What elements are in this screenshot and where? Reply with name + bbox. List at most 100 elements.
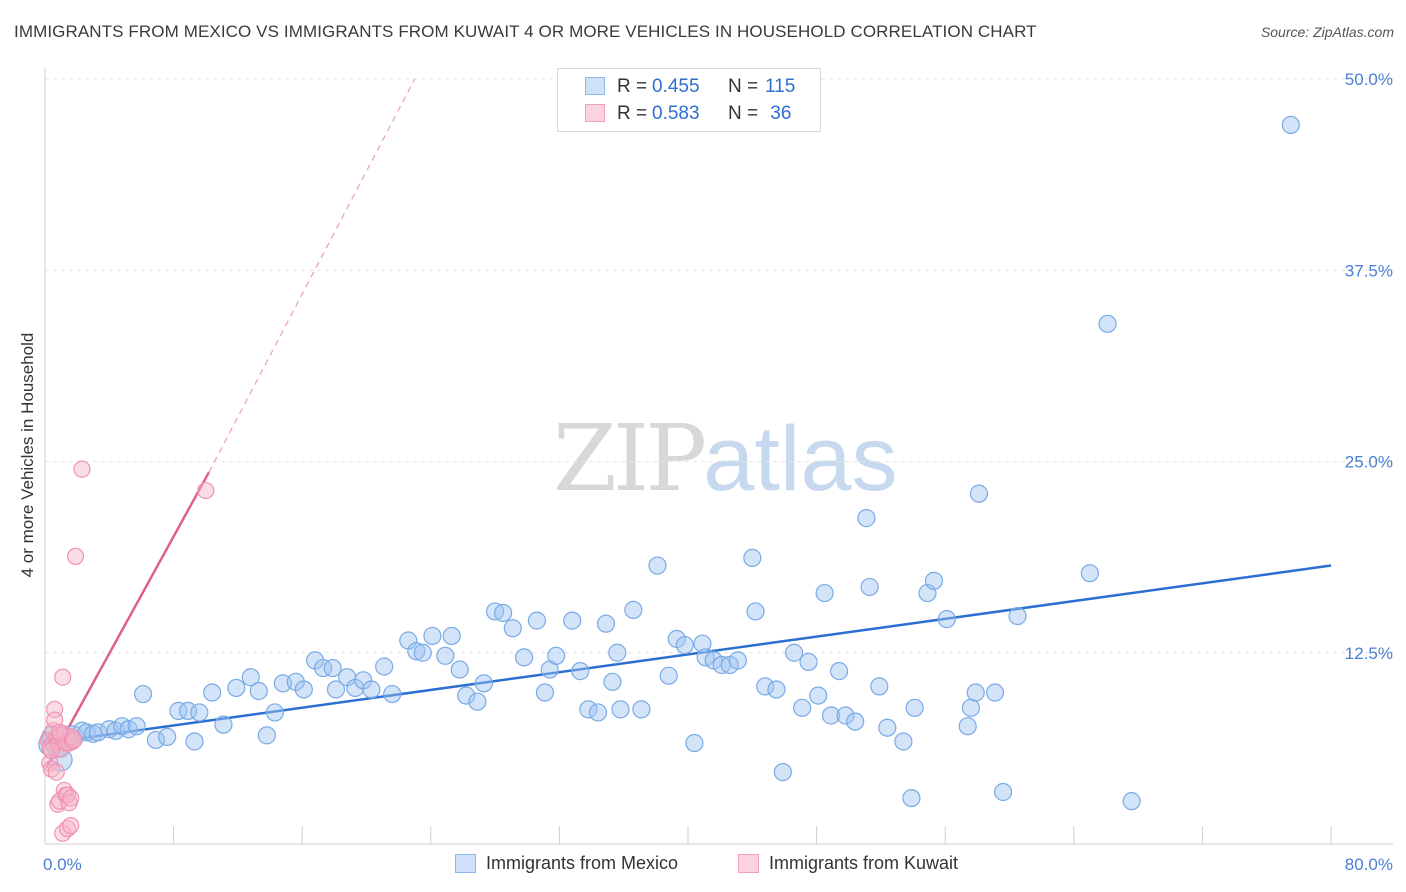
data-point-mexico xyxy=(809,686,828,705)
stats-n-value: 36 xyxy=(765,103,792,124)
data-point-kuwait xyxy=(62,817,80,835)
data-point-mexico xyxy=(799,652,818,672)
data-point-mexico xyxy=(214,715,233,734)
data-point-mexico xyxy=(571,662,590,681)
data-point-mexico xyxy=(632,700,651,719)
data-point-mexico xyxy=(190,703,209,722)
data-point-mexico xyxy=(846,712,865,731)
trend-line-mexico xyxy=(46,564,1332,745)
data-point-kuwait xyxy=(47,763,65,781)
watermark-atlas: atlas xyxy=(703,408,898,510)
stats-r-value: 0.583 xyxy=(652,103,700,124)
data-point-mexico xyxy=(685,733,704,753)
data-point-mexico xyxy=(815,583,834,603)
legend-swatch-kuwait xyxy=(738,854,759,873)
data-point-mexico xyxy=(648,556,667,575)
watermark: ZIPatlas xyxy=(553,405,898,512)
data-point-mexico xyxy=(675,635,694,655)
data-point-mexico xyxy=(773,762,792,782)
stats-row-kuwait: R = 0.583 N = 36 xyxy=(558,101,820,128)
stats-row-mexico: R = 0.455 N = 115 xyxy=(558,74,820,101)
data-point-mexico xyxy=(743,548,762,567)
data-point-mexico xyxy=(203,683,222,702)
data-point-mexico xyxy=(1080,564,1099,583)
data-point-mexico xyxy=(265,703,284,722)
stats-swatch-kuwait xyxy=(585,104,605,122)
data-point-mexico xyxy=(870,677,889,696)
data-point-mexico xyxy=(878,718,897,737)
data-point-mexico xyxy=(185,732,204,751)
data-point-mexico xyxy=(836,706,855,725)
data-point-mexico xyxy=(413,643,432,662)
data-point-kuwait xyxy=(42,760,61,778)
data-point-mexico xyxy=(756,677,775,696)
series-mexico-points xyxy=(38,115,1300,811)
data-point-mexico xyxy=(860,577,879,597)
data-point-mexico xyxy=(457,686,476,705)
data-point-mexico xyxy=(474,674,493,693)
data-point-mexico xyxy=(313,658,333,678)
data-point-mexico xyxy=(514,648,534,667)
source-credit: Source: ZipAtlas.com xyxy=(1260,24,1394,40)
data-point-kuwait xyxy=(54,668,72,686)
data-point-mexico xyxy=(527,611,546,630)
data-point-kuwait xyxy=(65,731,83,749)
data-point-mexico xyxy=(362,680,381,699)
data-point-kuwait xyxy=(66,547,85,565)
data-point-mexico xyxy=(588,703,608,722)
data-point-mexico xyxy=(1281,115,1300,135)
data-point-mexico xyxy=(966,683,985,702)
data-point-mexico xyxy=(894,732,913,751)
watermark-zip: ZIP xyxy=(553,405,707,512)
data-point-mexico xyxy=(937,609,956,629)
stats-n-label: N = xyxy=(728,103,759,124)
data-point-kuwait xyxy=(42,742,61,760)
data-point-mexico xyxy=(88,723,108,742)
data-point-mexico xyxy=(535,683,555,702)
data-point-mexico xyxy=(1008,606,1027,626)
legend-label-mexico: Immigrants from Mexico xyxy=(486,853,679,873)
data-point-mexico xyxy=(961,698,981,717)
data-point-mexico xyxy=(375,657,394,676)
data-point-mexico xyxy=(323,658,342,678)
stats-n-value: 115 xyxy=(765,76,796,97)
legend-label-kuwait: Immigrants from Kuwait xyxy=(769,853,959,873)
data-point-mexico xyxy=(326,680,346,699)
data-point-kuwait xyxy=(50,723,69,741)
data-point-mexico xyxy=(611,700,630,719)
data-point-mexico xyxy=(902,788,921,808)
grid-lines xyxy=(45,78,1393,654)
data-point-mexico xyxy=(821,706,841,725)
trend-line-kuwait xyxy=(45,471,211,769)
data-point-mexico xyxy=(294,680,313,699)
data-point-mexico xyxy=(547,646,566,665)
data-point-kuwait xyxy=(62,789,80,807)
stats-r-label: R = xyxy=(617,76,648,97)
data-point-mexico xyxy=(241,668,260,687)
data-point-kuwait xyxy=(73,460,91,478)
y-tick-label: 25.0% xyxy=(1345,453,1393,472)
data-point-mexico xyxy=(1098,314,1117,333)
data-point-mexico xyxy=(1122,792,1141,811)
trend-lines xyxy=(45,78,1332,769)
data-point-kuwait xyxy=(58,820,77,838)
stats-r-label: R = xyxy=(617,103,648,124)
data-point-mexico xyxy=(227,678,246,698)
y-tick-label: 12.5% xyxy=(1345,644,1393,663)
data-point-mexico xyxy=(905,698,924,717)
data-point-mexico xyxy=(257,726,276,745)
legend-swatch-mexico xyxy=(455,854,476,873)
data-point-mexico xyxy=(442,626,461,646)
stats-r-value: 0.455 xyxy=(652,76,700,97)
data-point-mexico xyxy=(249,681,268,701)
series-kuwait-points xyxy=(39,460,215,842)
data-point-mexico xyxy=(468,692,487,711)
data-point-mexico xyxy=(993,782,1013,802)
stats-box: R = 0.455 N = 115 R = 0.583 N = 36 xyxy=(557,68,821,132)
axes xyxy=(44,68,1393,845)
data-point-mexico xyxy=(494,603,513,623)
trend-line-kuwait-extension xyxy=(208,78,416,473)
data-point-mexico xyxy=(603,672,622,691)
data-point-mexico xyxy=(158,727,177,747)
